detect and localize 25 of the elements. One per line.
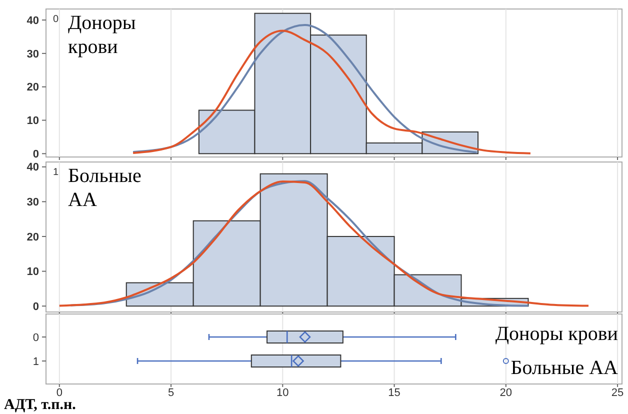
x-tick-label: 5 [168,387,174,399]
x-tick-label: 20 [500,387,512,399]
y-tick-label: 40 [26,14,39,27]
x-tick-label: 0 [56,387,62,399]
y-tick-label: 30 [26,48,39,60]
annotation: Больные АА [510,357,619,379]
annotation: 1 [53,167,59,178]
x-tick-label: 15 [388,387,400,399]
y-tick-label: 0 [32,148,39,161]
y-tick-label: 30 [26,196,39,209]
annotation: 0 [53,14,59,25]
y-tick-label: 0 [32,300,39,313]
y-tick-label: 20 [26,231,39,244]
annotation: Доноры крови [68,12,136,58]
x-tick-label: 10 [276,387,289,399]
y-tick-label: 40 [26,162,39,174]
y-tick-label: 20 [26,82,39,94]
y-tick-label: 0 [32,332,39,344]
y-tick-label: 1 [32,356,39,368]
y-tick-label: 10 [26,115,39,128]
y-tick-label: 10 [26,266,39,278]
annotation: Больные АА [68,165,142,211]
x-axis-title: АДТ, т.п.н. [4,397,76,413]
annotation: Доноры крови [495,323,618,345]
x-tick-label: 25 [611,387,624,399]
